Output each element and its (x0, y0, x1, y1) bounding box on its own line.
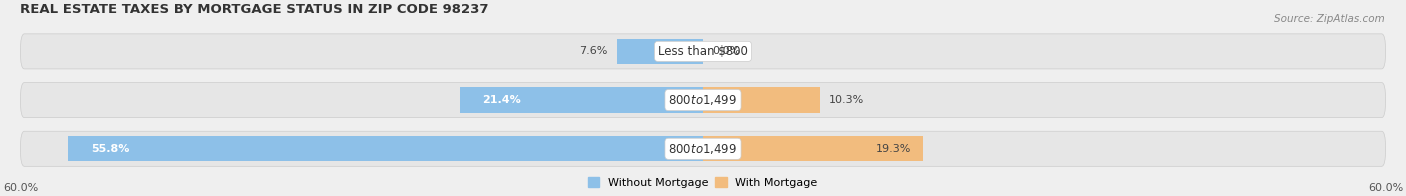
Text: $800 to $1,499: $800 to $1,499 (668, 142, 738, 156)
Text: 7.6%: 7.6% (579, 46, 607, 56)
Text: $800 to $1,499: $800 to $1,499 (668, 93, 738, 107)
Bar (703, 87, 820, 113)
Legend: Without Mortgage, With Mortgage: Without Mortgage, With Mortgage (588, 177, 818, 188)
Text: 21.4%: 21.4% (482, 95, 522, 105)
Text: REAL ESTATE TAXES BY MORTGAGE STATUS IN ZIP CODE 98237: REAL ESTATE TAXES BY MORTGAGE STATUS IN … (21, 3, 489, 16)
Text: 55.8%: 55.8% (91, 144, 129, 154)
FancyBboxPatch shape (21, 83, 1385, 118)
FancyBboxPatch shape (21, 131, 1385, 166)
Bar (617, 39, 703, 64)
Bar (703, 136, 922, 162)
Text: 0.0%: 0.0% (711, 46, 741, 56)
Text: Less than $800: Less than $800 (658, 45, 748, 58)
Text: 10.3%: 10.3% (830, 95, 865, 105)
Bar (67, 136, 703, 162)
Text: 19.3%: 19.3% (876, 144, 911, 154)
Bar (460, 87, 703, 113)
FancyBboxPatch shape (21, 34, 1385, 69)
Text: Source: ZipAtlas.com: Source: ZipAtlas.com (1274, 14, 1385, 24)
